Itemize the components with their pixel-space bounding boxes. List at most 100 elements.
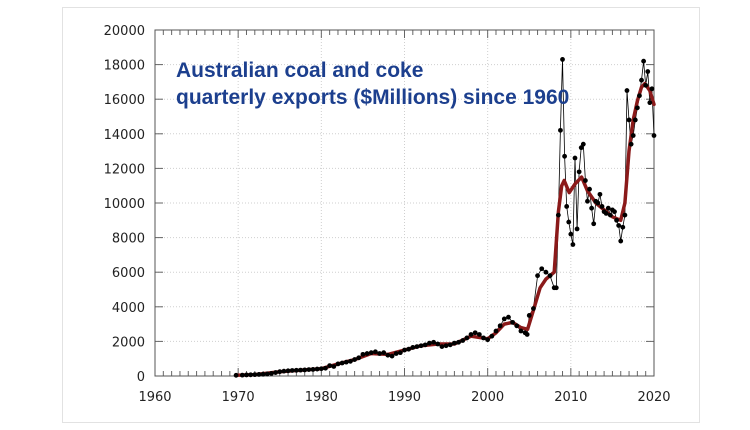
data-point (289, 368, 295, 373)
data-point (589, 205, 595, 211)
x-tick-label: 2020 (637, 390, 670, 405)
data-point (447, 342, 453, 348)
y-tick-label: 16000 (104, 93, 145, 108)
data-point (614, 217, 619, 223)
data-point (501, 316, 507, 322)
data-point (452, 340, 457, 346)
data-point (510, 319, 516, 325)
data-point (360, 351, 366, 357)
data-point (560, 57, 565, 62)
data-point (439, 344, 445, 349)
chart-title-line-2: quarterly exports ($Millions) since 1960 (176, 86, 569, 109)
y-tick-label: 6000 (112, 266, 145, 281)
data-point (630, 133, 636, 138)
data-point (514, 323, 520, 329)
data-point (239, 372, 245, 378)
data-point (406, 346, 412, 352)
data-point (327, 363, 333, 369)
data-point (397, 350, 403, 356)
data-point (576, 169, 582, 175)
data-point (580, 141, 586, 147)
data-point (318, 366, 324, 372)
data-point (372, 349, 378, 355)
data-point (647, 100, 653, 106)
data-point (628, 141, 634, 147)
data-point (639, 77, 644, 83)
data-point (368, 350, 374, 356)
axes: 0 2000 4000 6000 8000 10000 12000 14000 16000 180… (104, 24, 671, 405)
data-point (277, 369, 283, 375)
data-point (244, 372, 249, 378)
data-point (562, 153, 567, 159)
data-point (624, 88, 630, 93)
data-point (570, 242, 576, 247)
data-point (306, 367, 312, 372)
data-point (568, 231, 574, 237)
data-point (435, 341, 441, 347)
data-point (402, 347, 407, 353)
data-point (385, 352, 391, 358)
y-tick-label: 0 (137, 370, 145, 385)
data-point (535, 273, 540, 279)
data-point (572, 155, 578, 161)
data-point (547, 273, 553, 279)
data-point (281, 368, 287, 374)
data-point (526, 313, 532, 318)
data-point (597, 191, 603, 197)
data-point (273, 370, 278, 375)
x-tick-label: 1970 (222, 390, 255, 405)
data-point (252, 372, 258, 378)
data-point (414, 344, 420, 349)
data-point (293, 367, 299, 373)
data-point (587, 186, 592, 192)
data-point (389, 353, 395, 359)
data-point (524, 332, 530, 337)
data-point (256, 372, 262, 377)
y-tick-label: 10000 (104, 197, 145, 212)
data-point (612, 209, 617, 215)
data-point (472, 330, 478, 336)
data-point (476, 332, 482, 337)
series (233, 57, 657, 378)
data-point (603, 210, 609, 216)
y-tick-label: 12000 (104, 162, 145, 177)
x-tick-label: 1990 (388, 390, 421, 405)
data-point (422, 342, 428, 348)
data-point (285, 368, 291, 374)
data-point (591, 221, 597, 227)
data-point (310, 367, 316, 372)
data-point (410, 345, 416, 350)
data-point (248, 372, 254, 378)
y-tick-label: 14000 (104, 128, 145, 143)
data-point (645, 69, 651, 74)
data-point (364, 351, 370, 356)
data-point (651, 133, 657, 138)
data-point (377, 351, 382, 356)
data-point (585, 198, 590, 204)
data-point (352, 357, 357, 362)
x-tick-label: 1980 (305, 390, 338, 405)
data-point (618, 238, 624, 244)
data-point (481, 335, 486, 341)
data-point (643, 82, 649, 88)
data-point (553, 285, 559, 291)
data-point (539, 266, 545, 272)
y-tick-label: 4000 (112, 301, 145, 316)
y-tick-label: 2000 (112, 335, 145, 350)
x-tick-label: 2010 (554, 390, 587, 405)
data-point (381, 350, 387, 356)
grid (155, 30, 654, 376)
data-point (649, 86, 655, 92)
data-point (464, 335, 470, 341)
data-point (622, 212, 628, 218)
data-point (564, 204, 570, 209)
data-point (356, 355, 362, 361)
data-point (393, 351, 399, 356)
x-tick-label: 2000 (471, 390, 504, 405)
data-point (427, 340, 432, 346)
data-point (582, 178, 588, 183)
data-point (607, 212, 613, 218)
smoothed-trend-line (234, 81, 656, 378)
data-point (331, 364, 337, 369)
